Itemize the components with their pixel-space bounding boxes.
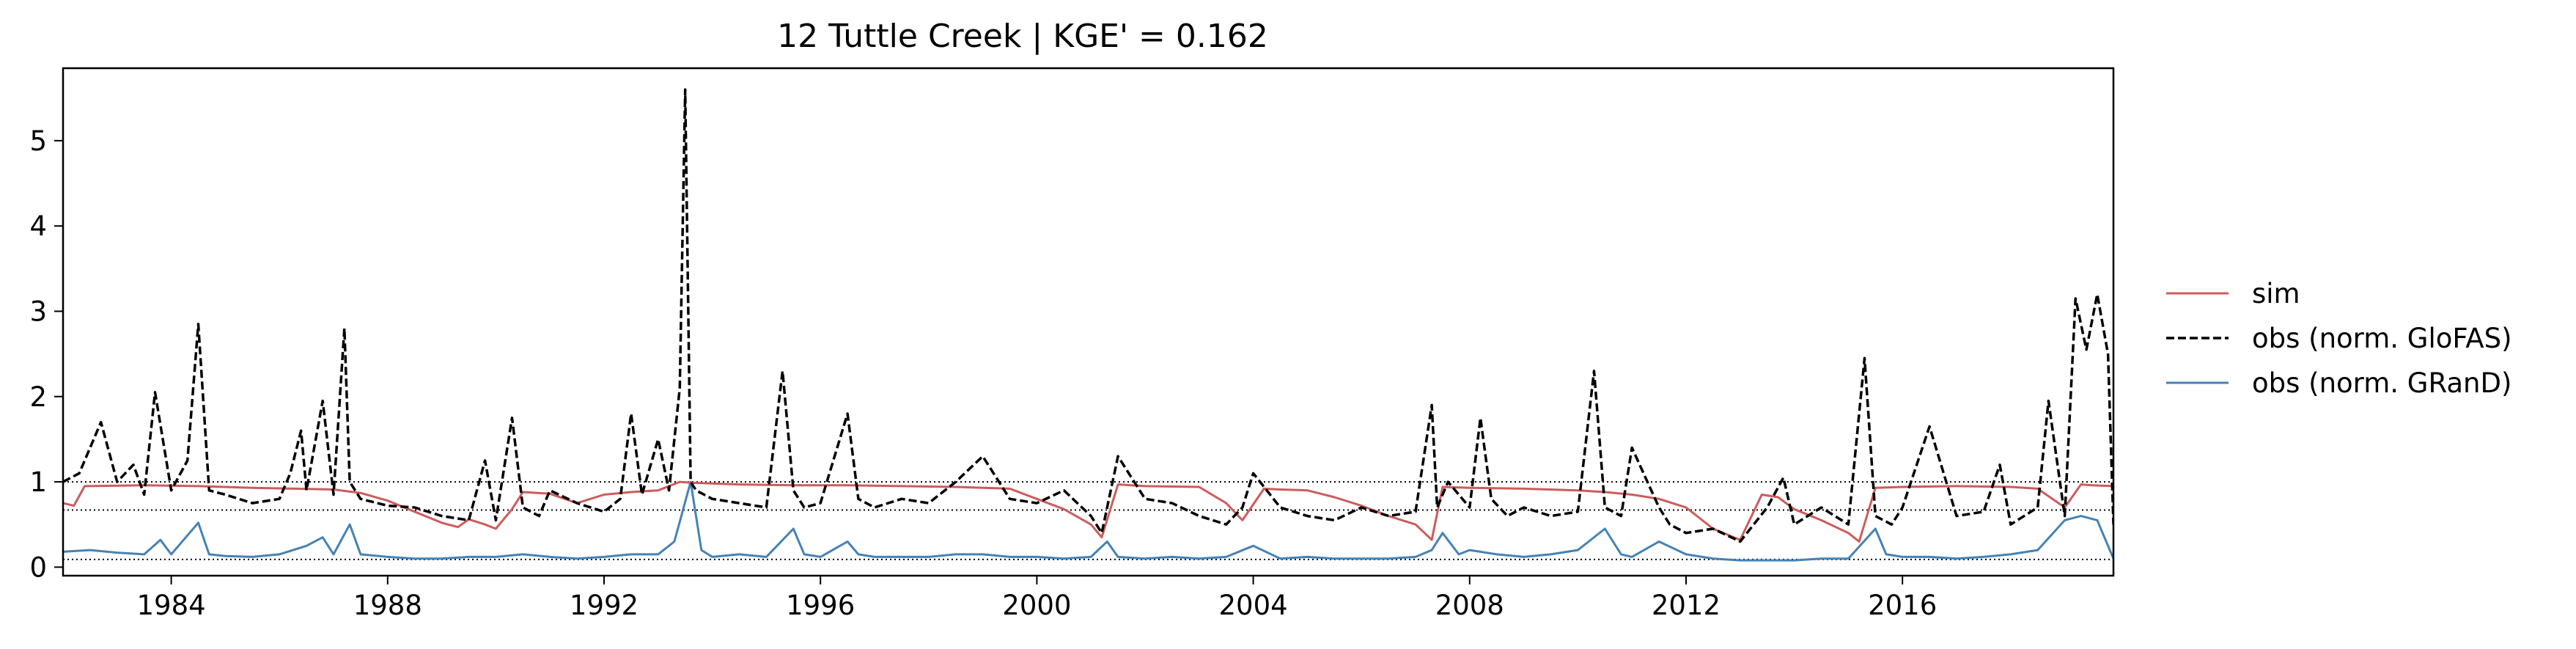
series-line-0 [63, 480, 2113, 543]
y-tick-label-2: 2 [29, 381, 47, 413]
legend-label-2: obs (norm. GRanD) [2252, 367, 2511, 399]
y-tick-label-3: 3 [29, 296, 47, 327]
y-tick-label-5: 5 [29, 125, 47, 157]
legend: sim obs (norm. GloFAS) obs (norm. GRanD) [2166, 278, 2512, 399]
plot-frame [62, 67, 2115, 577]
axes: 1984 1988 1992 1996 2000 2004 2008 2012 2016 0 1 2 3… [29, 67, 2115, 621]
legend-label-1: obs (norm. GloFAS) [2252, 323, 2512, 354]
series-line-1 [63, 88, 2113, 543]
x-tick-label-1: 1988 [353, 590, 422, 621]
y-tick-label-0: 0 [29, 551, 47, 583]
y-tick-label-4: 4 [29, 210, 47, 242]
x-tick-label-8: 2016 [1868, 590, 1937, 621]
x-tick-label-3: 1996 [786, 590, 855, 621]
plot-area [63, 88, 2113, 562]
x-tick-label-0: 1984 [137, 590, 206, 621]
legend-label-0: sim [2252, 278, 2300, 309]
series-line-2 [63, 480, 2113, 562]
x-tick-label-5: 2004 [1219, 590, 1288, 621]
x-tick-label-4: 2000 [1002, 590, 1071, 621]
chart-title: 12 Tuttle Creek | KGE' = 0.162 [777, 18, 1268, 55]
x-tick-label-2: 1992 [570, 590, 639, 621]
x-tick-label-6: 2008 [1435, 590, 1504, 621]
x-tick-label-7: 2012 [1652, 590, 1721, 621]
y-tick-label-1: 1 [29, 466, 47, 498]
